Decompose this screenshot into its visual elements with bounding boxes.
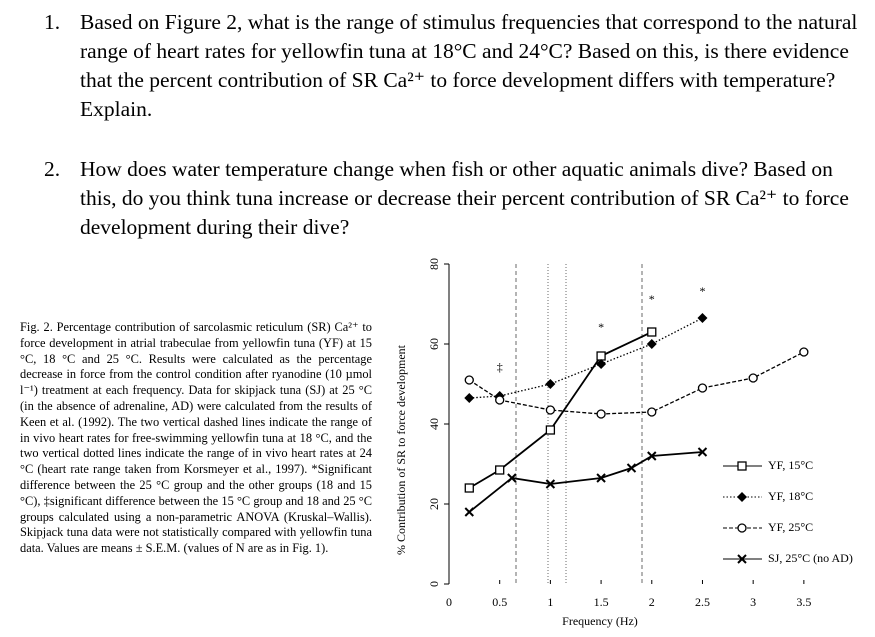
annotation: * (598, 320, 604, 334)
data-point (596, 473, 606, 483)
data-point (596, 409, 606, 419)
series-line (468, 351, 805, 415)
data-point (464, 393, 475, 403)
data-point (545, 479, 556, 489)
x-tick-label: 3.5 (796, 595, 811, 609)
data-point (464, 507, 474, 517)
data-point (647, 451, 657, 461)
chart: % Contribution of SR to force developmen… (394, 258, 853, 628)
x-tick-label: 0.5 (492, 595, 507, 609)
data-point (799, 347, 809, 357)
y-tick-label: 20 (427, 498, 441, 510)
data-point (464, 375, 474, 385)
data-point (545, 405, 556, 415)
data-point (495, 465, 505, 475)
legend-marker (737, 523, 747, 533)
data-point (626, 463, 637, 473)
data-point (697, 447, 708, 457)
data-point (596, 359, 607, 369)
data-point (507, 473, 517, 483)
range-lines (515, 264, 643, 584)
data-point (647, 407, 657, 417)
question-text: How does water temperature change when f… (80, 157, 849, 239)
question-text: Based on Figure 2, what is the range of … (80, 10, 858, 121)
legend-marker (737, 461, 747, 471)
legend-label: YF, 25°C (768, 520, 813, 534)
question-number: 2. (44, 157, 61, 181)
annotation: * (649, 292, 655, 306)
y-tick-label: 80 (427, 258, 441, 270)
x-tick-label: 0 (446, 595, 452, 609)
question: 1. Based on Figure 2, what is the range o… (44, 8, 869, 124)
series-line (469, 317, 703, 399)
legend-marker (737, 554, 747, 564)
data-point (464, 483, 474, 493)
data-point (697, 383, 708, 393)
data-point (646, 339, 657, 349)
data-point (545, 379, 556, 389)
data-point (748, 373, 758, 383)
y-tick-label: 0 (427, 581, 441, 587)
y-axis-label: % Contribution of SR to force developmen… (394, 344, 408, 555)
data-point (545, 425, 556, 435)
legend-label: SJ, 25°C (no AD) (768, 551, 853, 565)
y-tick-label: 40 (427, 418, 441, 430)
data-point (495, 395, 505, 405)
annotation: ‡ (497, 360, 503, 374)
data-point (647, 327, 657, 337)
x-tick-label: 2.5 (695, 595, 710, 609)
legend-label: YF, 18°C (768, 489, 813, 503)
x-axis-label: Frequency (Hz) (562, 614, 638, 628)
legend-marker (737, 492, 747, 502)
legend-label: YF, 15°C (768, 458, 813, 472)
x-tick-label: 2 (649, 595, 655, 609)
data-point (596, 351, 606, 361)
x-tick-label: 1 (547, 595, 553, 609)
figure-caption: Fig. 2. Percentage contribution of sarco… (20, 320, 372, 556)
x-tick-label: 1.5 (594, 595, 609, 609)
data-point (697, 313, 708, 323)
annotation: * (699, 284, 705, 298)
y-tick-label: 60 (427, 338, 441, 350)
question: 2. How does water temperature change when… (44, 155, 869, 242)
question-number: 1. (44, 10, 61, 34)
series-line (468, 451, 703, 513)
x-tick-label: 3 (750, 595, 756, 609)
